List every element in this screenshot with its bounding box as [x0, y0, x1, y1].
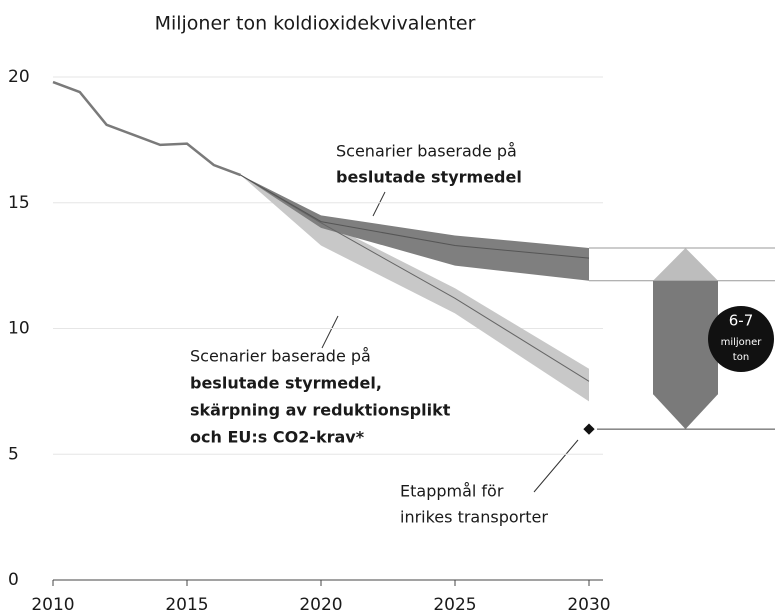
scenario-line: [240, 174, 590, 382]
scenario-line: [240, 174, 590, 259]
x-tick-label: 2015: [165, 595, 208, 615]
annotation: Scenarier baserade på: [336, 142, 517, 161]
y-tick-label: 5: [8, 444, 19, 464]
y-tick-label: 15: [8, 193, 30, 213]
x-tick-label: 2010: [31, 595, 74, 615]
chart-title: Miljoner ton koldioxidekvivalenter: [155, 13, 476, 35]
x-tick-label: 2020: [299, 595, 342, 615]
annotation: Scenarier baserade på: [190, 347, 371, 366]
target-marker: [583, 423, 595, 435]
y-tick-label: 10: [8, 319, 30, 339]
annotation-bold: beslutade styrmedel: [336, 168, 522, 187]
y-tick-label: 0: [8, 570, 19, 590]
gap-badge: [708, 306, 774, 372]
annotation: inrikes transporter: [400, 508, 548, 527]
scenario-band: [240, 175, 589, 281]
leader-line: [533, 439, 579, 493]
annotation: Etappmål för: [400, 482, 504, 501]
gap-label: miljoner: [721, 337, 763, 348]
scenario-band: [240, 175, 589, 402]
history-line: [52, 80, 242, 177]
y-tick-label: 20: [8, 67, 30, 87]
leader-line: [321, 315, 339, 349]
gap-body: [653, 280, 718, 430]
annotation-bold: beslutade styrmedel,: [190, 374, 382, 393]
gap-label: ton: [733, 352, 749, 363]
leader-line: [372, 191, 386, 217]
gap-top: [653, 248, 718, 281]
annotation-bold: och EU:s CO2-krav*: [190, 428, 365, 447]
gap-label: 6-7: [729, 312, 754, 330]
x-tick-label: 2025: [433, 595, 476, 615]
x-tick-label: 2030: [567, 595, 610, 615]
annotation-bold: skärpning av reduktionsplikt: [190, 401, 451, 420]
